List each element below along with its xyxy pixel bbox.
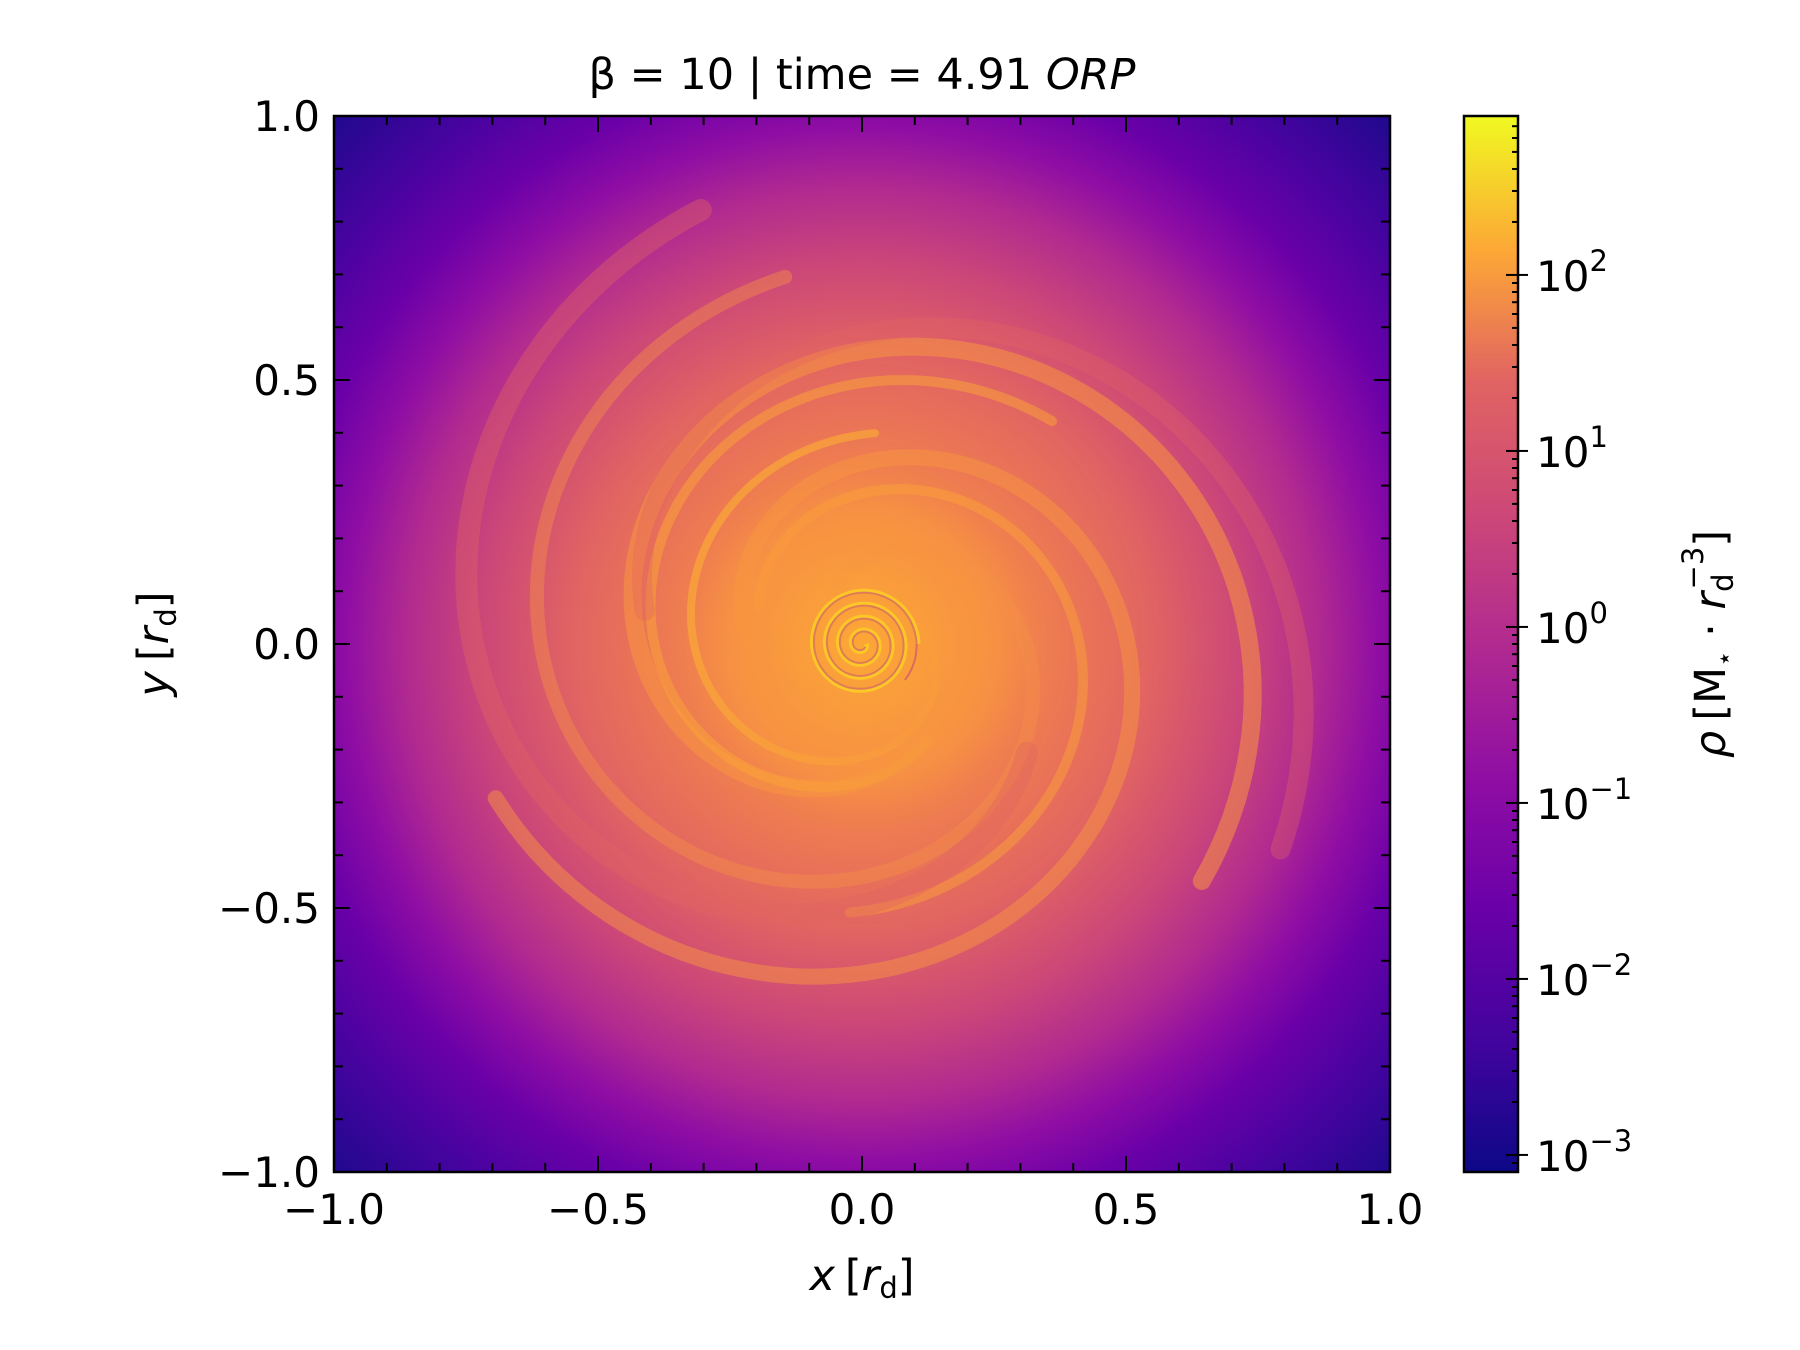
x-axis-ticks	[333, 116, 1391, 1172]
colorbar-tick-label: 100	[1536, 596, 1608, 653]
x-tick-label: 0.5	[1093, 1185, 1160, 1234]
colorbar-ticks	[1506, 115, 1528, 1173]
colorbar-tick-label: 10−2	[1536, 948, 1632, 1005]
y-axis-tick-labels: −1.0 −0.5 0.0 0.5 1.0	[218, 92, 320, 1197]
colorbar-tick-label: 101	[1536, 420, 1608, 477]
heatmap-image	[334, 116, 1390, 1172]
spiral-arm	[631, 317, 1314, 860]
core-spiral	[809, 588, 921, 693]
colorbar	[1462, 114, 1520, 1174]
y-tick-label: 1.0	[253, 92, 320, 141]
core-spiral-line	[809, 588, 921, 693]
x-axis-label: x [rd]	[807, 1251, 914, 1305]
colorbar-tick-label: 10−1	[1536, 772, 1632, 829]
x-tick-label: −0.5	[547, 1185, 649, 1234]
x-axis-tick-labels: −1.0 −0.5 0.0 0.5 1.0	[283, 1185, 1423, 1234]
x-tick-label: 0.0	[829, 1185, 896, 1234]
chart-title: β = 10 | time = 4.91 ORP	[589, 50, 1136, 100]
y-tick-label: −1.0	[218, 1148, 320, 1197]
spiral-arm	[455, 199, 1039, 926]
y-tick-label: −0.5	[218, 884, 320, 933]
colorbar-tick-label: 10−3	[1536, 1124, 1632, 1181]
colorbar-label: ρ[M⋆ · rd−3]	[1676, 530, 1740, 758]
colorbar-tick-label: 102	[1536, 244, 1608, 301]
x-tick-label: −1.0	[283, 1185, 385, 1234]
y-axis-label: y[rd]	[129, 591, 183, 698]
y-tick-label: 0.0	[253, 620, 320, 669]
y-tick-label: 0.5	[253, 356, 320, 405]
core-spiral-gap	[812, 591, 918, 690]
x-tick-label: 1.0	[1357, 1185, 1424, 1234]
colorbar-tick-labels: 10−3 10−2 10−1 100 101 102	[1536, 244, 1632, 1181]
y-axis-ticks	[334, 115, 1390, 1173]
